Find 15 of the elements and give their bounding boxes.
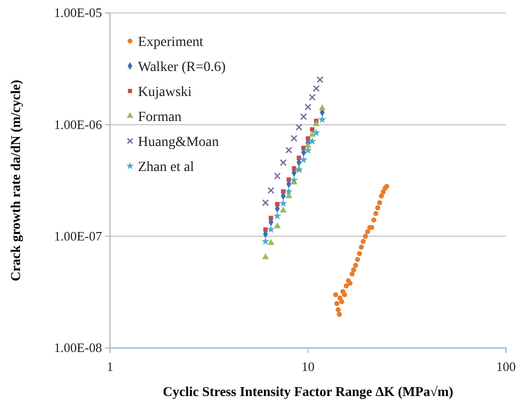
legend-label: Experiment [138, 35, 204, 50]
x-axis-title: Cyclic Stress Intensity Factor Range ΔK (MPa√m) [162, 384, 454, 399]
y-axis-title: Crack growth rate da/dN (m/cycle) [8, 80, 23, 282]
legend-label: Huang&Moan [138, 135, 219, 150]
y-tick-label: 1.00E-08 [54, 340, 102, 356]
y-tick-label: 1.00E-07 [54, 228, 102, 244]
y-tick-label: 1.00E-06 [54, 116, 102, 132]
legend-label: Walker (R=0.6) [138, 60, 226, 75]
x-tick-label: 100 [496, 359, 516, 374]
x-tick-label: 1 [106, 359, 114, 374]
legend-label: Zhan et al [138, 160, 194, 175]
legend-label: Kujawski [138, 85, 192, 100]
x-tick-label: 10 [302, 359, 314, 374]
legend-label: Forman [138, 110, 182, 125]
y-tick-label: 1.00E-05 [54, 5, 102, 20]
